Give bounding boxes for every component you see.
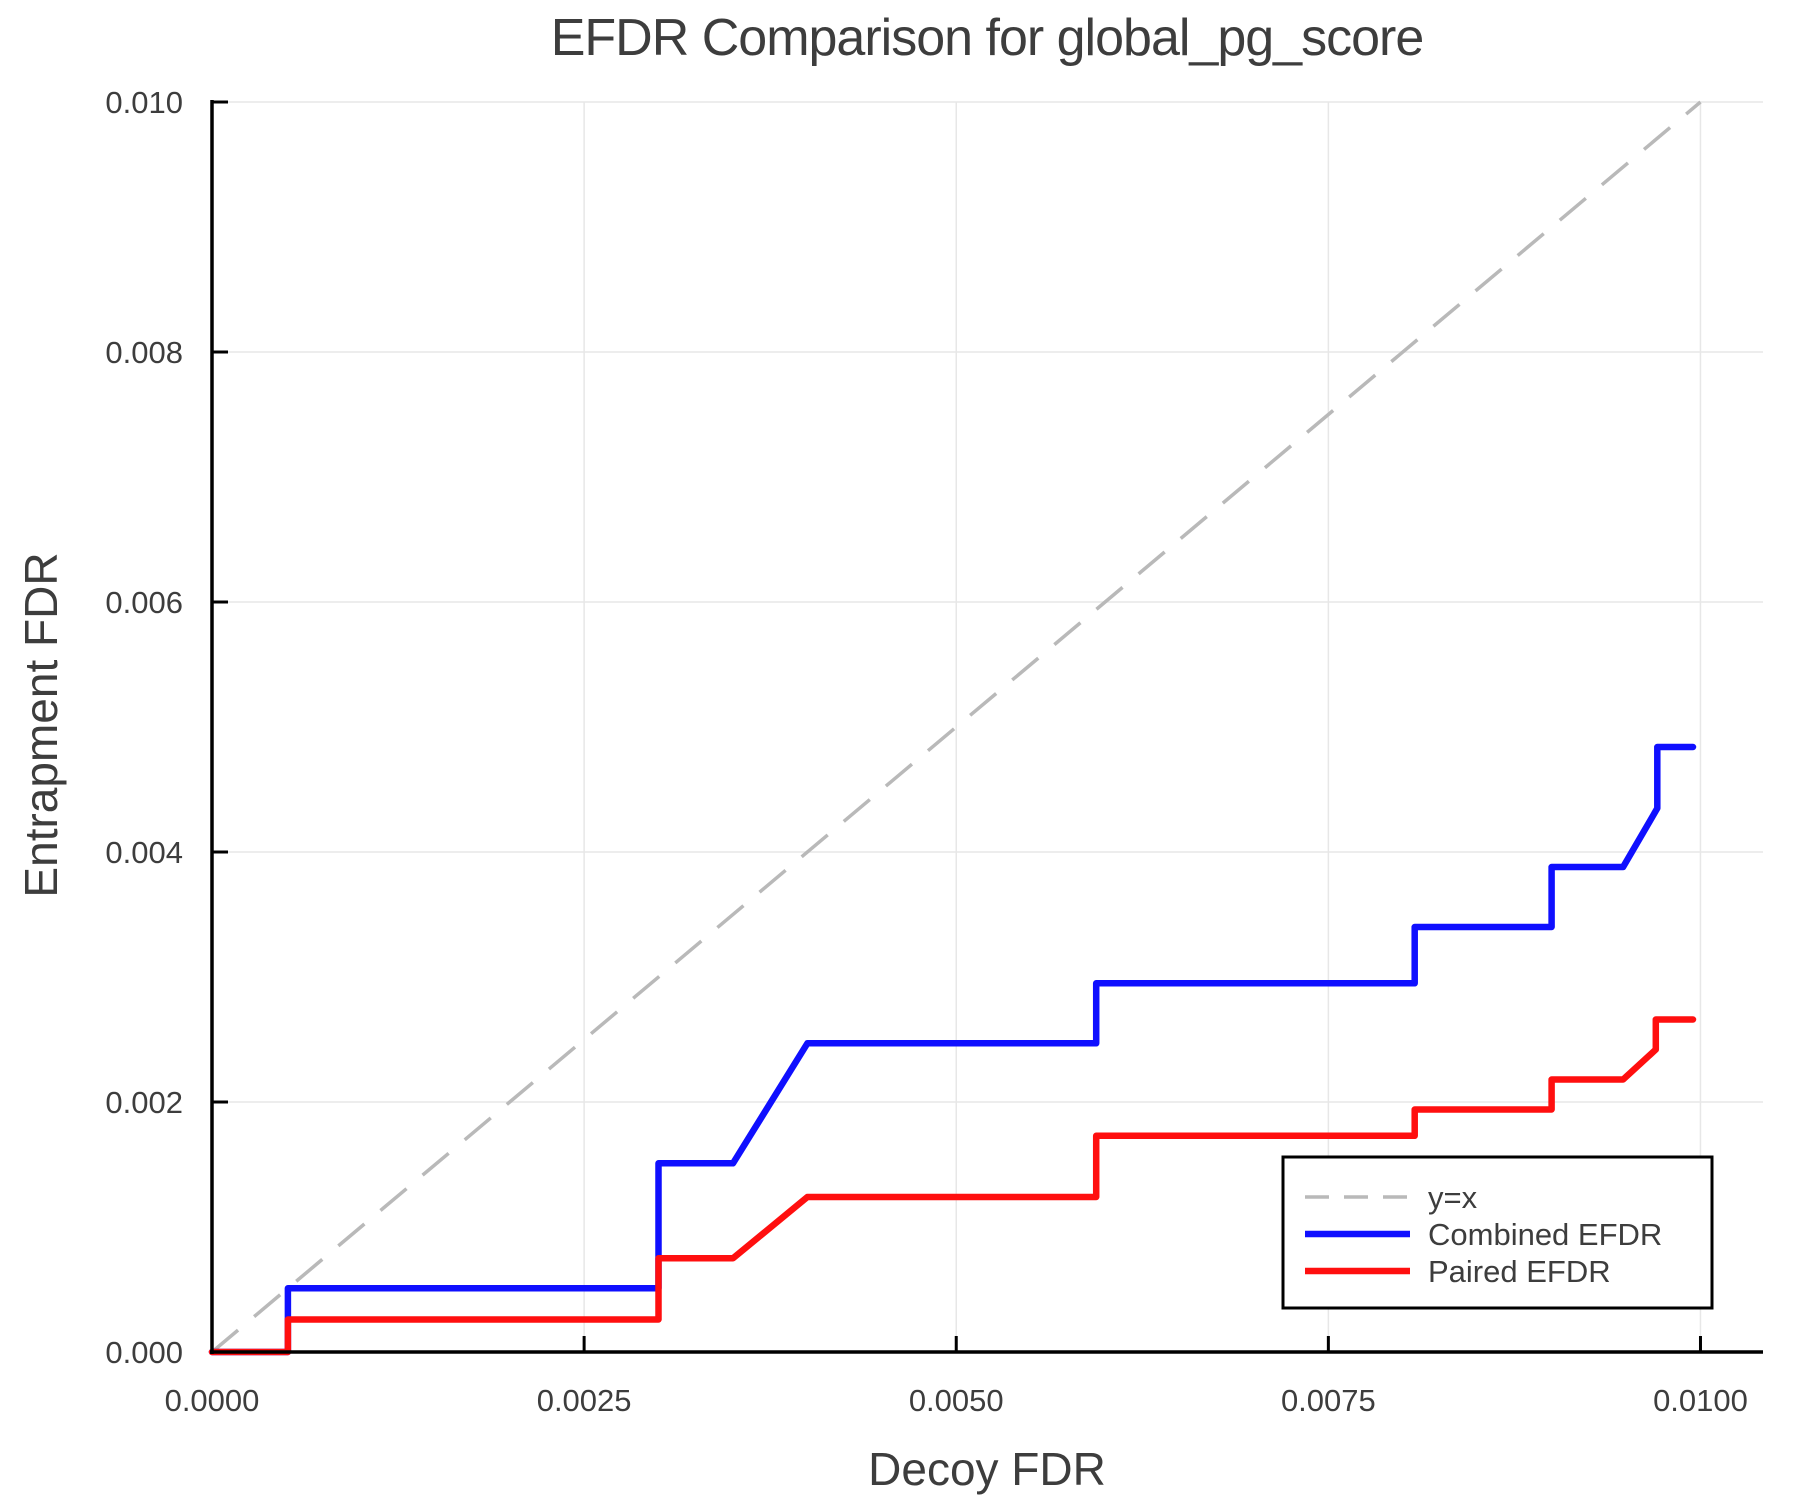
legend-label-paired-efdr: Paired EFDR (1428, 1254, 1611, 1289)
tick-marks (210, 100, 1702, 1354)
combined-efdr-line (208, 743, 1697, 1356)
legend-label-combined-efdr: Combined EFDR (1428, 1217, 1662, 1252)
y-tick-label: 0.004 (105, 835, 183, 870)
y-tick-label: 0.000 (105, 1335, 183, 1370)
y-tick-label: 0.008 (105, 335, 183, 370)
x-tick-label: 0.0100 (1653, 1383, 1748, 1418)
y-tick-label: 0.010 (105, 85, 183, 120)
axis-spines (210, 100, 1763, 1354)
gridlines (212, 101, 1763, 1352)
chart-title: EFDR Comparison for global_pg_score (551, 9, 1424, 67)
paired-efdr-line (208, 1016, 1697, 1356)
y-axis-title: Entrapment FDR (15, 552, 67, 897)
x-tick-label: 0.0000 (165, 1383, 260, 1418)
x-axis-title: Decoy FDR (868, 1443, 1106, 1495)
x-tick-label: 0.0025 (537, 1383, 632, 1418)
legend: y=x Combined EFDR Paired EFDR (1281, 1155, 1714, 1310)
legend-label-y-equals-x: y=x (1428, 1180, 1478, 1215)
y-tick-label: 0.002 (105, 1085, 183, 1120)
tick-labels: 0.0000 0.0025 0.0050 0.0075 0.0100 0.000 0.002… (105, 85, 1747, 1418)
x-tick-label: 0.0075 (1281, 1383, 1376, 1418)
x-tick-label: 0.0050 (909, 1383, 1004, 1418)
y-tick-label: 0.006 (105, 585, 183, 620)
y-equals-x-line (210, 100, 1702, 1354)
